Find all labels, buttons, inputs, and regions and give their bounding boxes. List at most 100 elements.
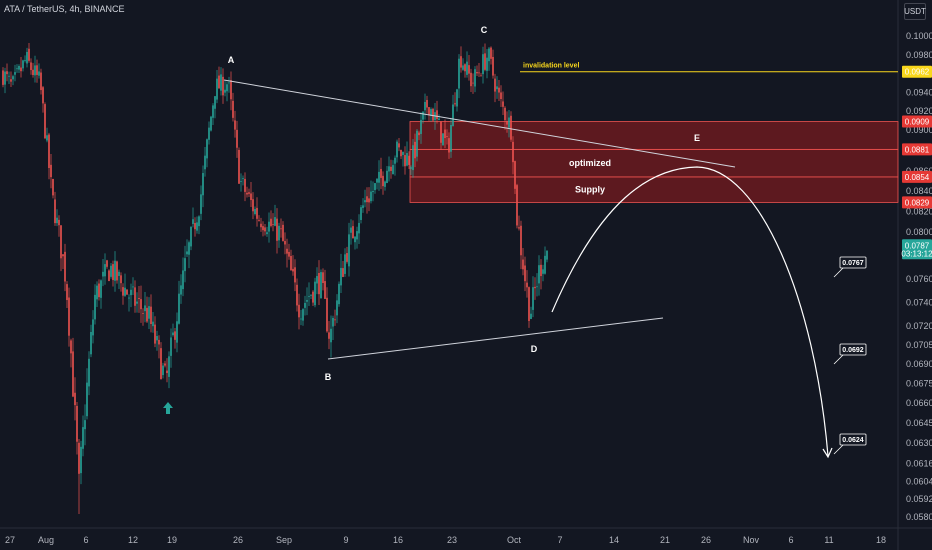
date-tick-label: 9 <box>343 535 348 545</box>
candle-body <box>488 48 490 62</box>
candle-body <box>414 141 416 159</box>
candle-body <box>40 72 42 91</box>
candle-body <box>176 321 178 343</box>
candle-body <box>276 218 278 241</box>
price-tick-label: 0.0800 <box>906 227 932 237</box>
candle-body <box>340 267 342 286</box>
candle-body <box>74 392 76 406</box>
price-tick-label: 0.0675 <box>906 379 932 389</box>
candle-body <box>208 127 210 140</box>
candle-body <box>158 339 160 345</box>
currency-button[interactable]: USDT <box>904 3 926 20</box>
candle-body <box>16 68 18 70</box>
candle-body <box>430 109 432 116</box>
candle-body <box>192 219 194 224</box>
candle-body <box>164 363 166 366</box>
candle-body <box>336 300 338 316</box>
candle-body <box>460 56 462 68</box>
candle-body <box>224 89 226 93</box>
candle-body <box>536 286 538 288</box>
candle-body <box>410 167 412 169</box>
price-tag-box <box>902 65 932 78</box>
candle-body <box>22 60 24 69</box>
candle-body <box>58 219 60 226</box>
candle-body <box>486 57 488 71</box>
arrow-up-icon <box>163 402 173 414</box>
projection-curve <box>551 166 829 457</box>
candle-body <box>156 336 158 341</box>
candle-body <box>68 297 70 336</box>
candle-body <box>374 183 376 191</box>
candle-body <box>184 258 186 272</box>
candle-body <box>376 178 378 183</box>
candle-body <box>272 224 274 225</box>
callout-box <box>839 343 867 356</box>
candle-body <box>364 200 366 203</box>
supply-zone <box>409 121 899 150</box>
candle-body <box>218 75 220 89</box>
date-tick-label: 16 <box>393 535 403 545</box>
candle-body <box>308 296 310 298</box>
candle-body <box>318 273 320 295</box>
candle-body <box>66 284 68 301</box>
candle-body <box>322 272 324 283</box>
candle-body <box>220 74 222 91</box>
candle-body <box>472 82 474 84</box>
date-tick-label: 27 <box>5 535 15 545</box>
candle-body <box>344 254 346 274</box>
candle-body <box>468 65 470 74</box>
candle-body <box>102 271 104 277</box>
price-tag-box <box>902 196 932 209</box>
candle-body <box>540 264 542 277</box>
candle-body <box>356 231 358 240</box>
current-price-tag <box>902 239 932 260</box>
candle-body <box>266 232 268 235</box>
candle-body <box>36 65 38 75</box>
symbol-title: ATA / TetherUS, 4h, BINANCE <box>4 4 125 14</box>
price-tick-label: 0.0705 <box>906 340 932 350</box>
candle-body <box>130 289 132 296</box>
date-tick-label: 23 <box>447 535 457 545</box>
candle-body <box>80 446 82 474</box>
candle-body <box>418 132 420 136</box>
time-axis[interactable]: 27 Aug 6 12 19 26 Sep 9 16 23 Oct 7 14 21 26 Nov 6 11 18 <box>5 535 886 545</box>
candle-body <box>528 287 530 322</box>
candle-body <box>262 226 264 231</box>
price-tag-label: 0.0909 <box>905 118 930 127</box>
candle-body <box>362 205 364 208</box>
candle-body <box>358 222 360 234</box>
supply-zone <box>409 176 899 203</box>
callout-pointer <box>833 266 845 278</box>
candle-body <box>94 294 96 320</box>
candle-body <box>146 307 148 322</box>
candle-body <box>206 139 208 159</box>
candle-body <box>264 227 266 232</box>
candle-body <box>172 332 174 336</box>
price-tick-label: 0.0940 <box>906 87 932 97</box>
candle-body <box>438 118 440 121</box>
price-tag-label: 0.0881 <box>905 145 930 154</box>
candle-body <box>166 370 168 374</box>
candle-body <box>294 267 296 283</box>
candle-body <box>110 265 112 277</box>
candle-body <box>216 78 218 100</box>
candle-body <box>38 71 40 76</box>
candle-body <box>18 65 20 70</box>
candle-body <box>138 297 140 299</box>
callout-pointer <box>833 353 845 365</box>
price-tick-label: 0.0660 <box>906 398 932 408</box>
candle-body <box>64 251 66 282</box>
candle-body <box>380 168 382 178</box>
candle-body <box>76 405 78 442</box>
price-axis[interactable]: 0.10000.09800.09600.09400.09200.09000.08… <box>901 31 932 522</box>
candle-body <box>498 87 500 93</box>
candle-body <box>136 301 138 304</box>
candle-body <box>242 178 244 179</box>
candle-body <box>78 442 80 474</box>
wave-label-b: B <box>325 372 332 382</box>
candle-body <box>226 84 228 92</box>
candle-body <box>96 285 98 300</box>
countdown-label: 03:13:12 <box>901 249 932 258</box>
